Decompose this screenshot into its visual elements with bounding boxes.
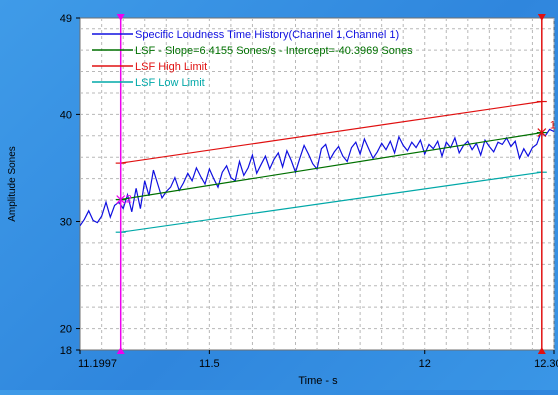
x-tick-label: 12.3001 xyxy=(534,358,558,370)
x-tick-label: 11.5 xyxy=(199,358,220,370)
cursor-handle-top[interactable] xyxy=(116,14,125,21)
y-tick-label: 20 xyxy=(60,324,72,336)
lsf-low-limit-line xyxy=(120,171,542,233)
cursor-marker-label: 1 xyxy=(550,120,556,132)
x-axis-title: Time - s xyxy=(298,375,338,387)
series-group xyxy=(80,100,554,233)
cursor-handle-top[interactable] xyxy=(537,14,546,21)
y-tick-label: 49 xyxy=(60,13,72,25)
x-tick-label: 12 xyxy=(419,358,431,370)
cursor-handle-bottom xyxy=(116,347,125,354)
legend-label: Specific Loudness Time History(Channel 1… xyxy=(135,29,399,41)
x-tick-label: 11.1997 xyxy=(78,358,117,370)
legend-label: LSF - Slope=6.4155 Sones/s - Intercept=-… xyxy=(135,45,413,57)
cursor-handle-bottom xyxy=(537,347,546,354)
lsf-high-limit-line xyxy=(120,100,542,164)
y-tick-label: 18 xyxy=(60,345,72,357)
y-tick-label: 30 xyxy=(60,216,72,228)
cursor-group[interactable]: 21 xyxy=(116,14,556,354)
legend-label: LSF Low Limit xyxy=(135,77,205,89)
cursor-marker-cross xyxy=(116,195,126,204)
y-tick-label: 40 xyxy=(60,109,72,121)
loudness-series-line xyxy=(80,128,554,227)
legend: Specific Loudness Time History(Channel 1… xyxy=(92,29,413,89)
cursor-marker-cross xyxy=(537,128,547,138)
lsf-fit-line xyxy=(120,132,542,201)
y-axis-title: Amplitude Sones xyxy=(7,146,18,222)
legend-label: LSF High Limit xyxy=(135,61,207,73)
cursor-marker-label: 2 xyxy=(126,194,132,206)
